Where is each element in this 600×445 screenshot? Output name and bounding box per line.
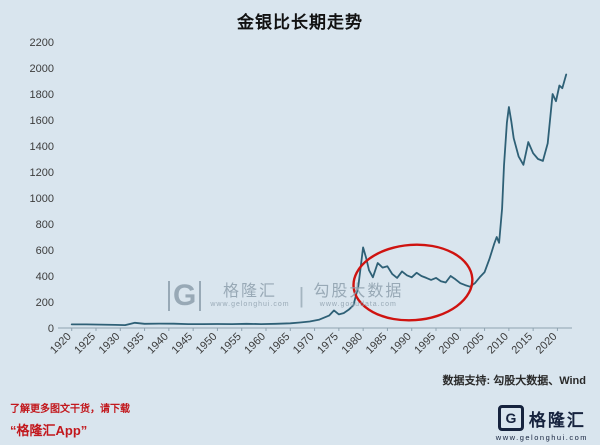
svg-text:1800: 1800	[30, 89, 54, 101]
svg-text:1975: 1975	[315, 331, 341, 357]
svg-text:2000: 2000	[30, 63, 54, 75]
gelonghui-brand-url: www.gelonghui.com	[495, 433, 588, 442]
svg-text:1940: 1940	[145, 331, 171, 357]
svg-text:200: 200	[36, 297, 54, 309]
svg-text:1945: 1945	[169, 331, 195, 357]
svg-text:1960: 1960	[242, 331, 268, 357]
gelonghui-brand-name: 格隆汇	[528, 410, 586, 430]
promo-line1: 了解更多图文干货，请下载	[10, 404, 130, 415]
svg-text:1925: 1925	[72, 331, 98, 357]
gold-silver-ratio-line-chart: 0 200 400 600 800 1000 1200 1400 1600 1800 2000 220…	[30, 37, 572, 357]
svg-text:1985: 1985	[364, 331, 390, 357]
gelonghui-logo-icon: G	[497, 405, 524, 431]
svg-text:2010: 2010	[485, 331, 511, 357]
svg-text:2200: 2200	[30, 37, 54, 49]
promo-line2: “格隆汇App”	[10, 423, 88, 438]
svg-text:1935: 1935	[121, 331, 147, 357]
svg-text:1400: 1400	[30, 141, 54, 153]
svg-text:2015: 2015	[509, 331, 535, 357]
svg-text:2020: 2020	[534, 331, 560, 357]
svg-text:1965: 1965	[267, 331, 293, 357]
promo-text: 了解更多图文干货，请下载 “格隆汇App”	[10, 400, 130, 439]
svg-text:1200: 1200	[30, 167, 54, 179]
data-source-note: 数据支持: 勾股大数据、Wind	[442, 375, 587, 387]
svg-text:1955: 1955	[218, 331, 244, 357]
svg-text:2005: 2005	[461, 331, 487, 357]
svg-text:1930: 1930	[97, 331, 123, 357]
svg-text:1990: 1990	[388, 331, 414, 357]
svg-text:0: 0	[48, 323, 54, 335]
svg-text:1995: 1995	[412, 331, 438, 357]
chart-title: 金银比长期走势	[237, 13, 363, 32]
svg-text:1970: 1970	[291, 331, 317, 357]
svg-text:600: 600	[36, 245, 54, 257]
svg-text:1950: 1950	[194, 331, 220, 357]
svg-text:800: 800	[36, 219, 54, 231]
svg-text:1600: 1600	[30, 115, 54, 127]
svg-text:2000: 2000	[437, 331, 463, 357]
svg-text:1980: 1980	[339, 331, 365, 357]
gelonghui-brand: G 格隆汇 www.gelonghui.com	[496, 405, 588, 442]
svg-text:1000: 1000	[30, 193, 54, 205]
svg-text:400: 400	[36, 271, 54, 283]
